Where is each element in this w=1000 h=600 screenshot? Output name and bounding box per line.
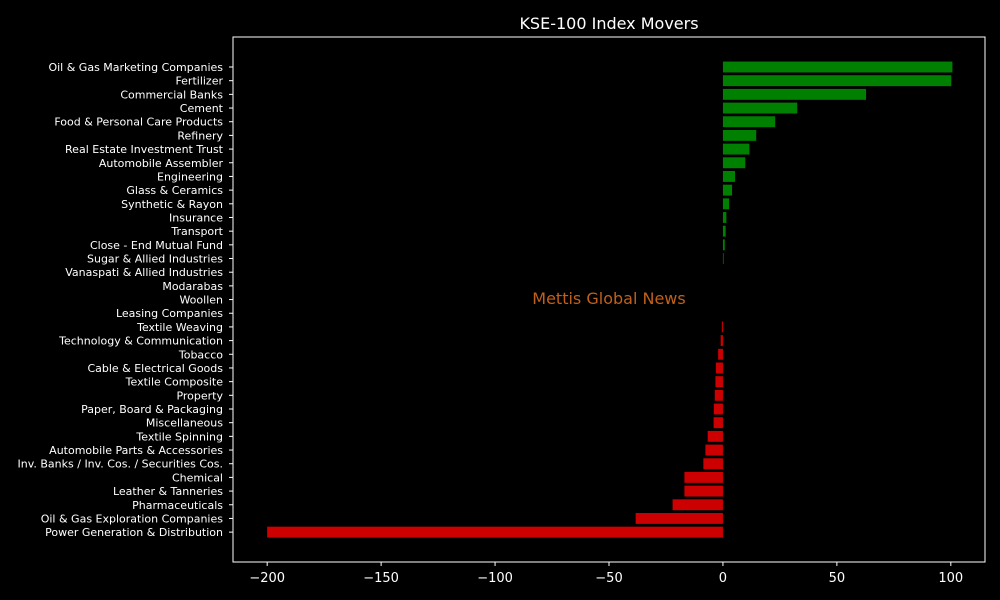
bar-27 [707,430,723,442]
bar-0 [722,61,953,73]
bar-22 [715,362,723,374]
category-label: Inv. Banks / Inv. Cos. / Securities Cos. [18,458,223,471]
bar-34 [267,526,723,538]
bar-4 [722,116,776,128]
category-label: Woollen [179,294,223,307]
category-label: Commercial Banks [120,88,223,101]
bar-24 [714,389,723,401]
bar-10 [722,198,730,210]
bar-31 [684,485,723,497]
category-label: Transport [170,225,223,238]
bar-19 [721,321,723,333]
category-labels: Oil & Gas Marketing CompaniesFertilizerC… [18,61,233,539]
bar-14 [722,253,724,264]
category-label: Close - End Mutual Fund [90,239,223,252]
category-label: Insurance [169,211,223,224]
category-label: Food & Personal Care Products [54,116,223,129]
x-axis-ticks: −200 −150 −100 −50 0 50 100 [249,562,963,586]
category-label: Synthetic & Rayon [121,198,223,211]
bar-2 [722,88,867,100]
x-tick-label: −50 [595,571,622,586]
category-label: Miscellaneous [146,417,223,430]
x-tick-label: −100 [477,571,513,586]
bar-7 [722,157,746,169]
category-label: Fertilizer [175,75,223,88]
category-label: Engineering [157,170,223,183]
category-label: Textile Composite [125,376,224,389]
category-label: Cable & Electrical Goods [87,362,223,375]
category-label: Property [176,389,223,402]
category-label: Leasing Companies [116,307,223,320]
category-label: Automobile Parts & Accessories [49,444,223,457]
category-label: Pharmaceuticals [132,499,223,512]
category-label: Paper, Board & Packaging [81,403,223,416]
x-tick-label: −150 [363,571,399,586]
bar-23 [715,376,723,388]
category-label: Oil & Gas Marketing Companies [48,61,223,74]
bar-32 [672,499,723,511]
category-label: Glass & Ceramics [126,184,223,197]
bar-13 [722,239,725,251]
bar-1 [722,75,952,87]
bar-20 [720,335,723,347]
x-tick-label: −200 [249,571,285,586]
bar-30 [684,471,723,483]
bar-33 [635,512,723,524]
category-label: Technology & Communication [58,335,223,348]
bar-9 [722,184,733,196]
bar-28 [705,444,723,456]
category-label: Automobile Assembler [99,157,224,170]
watermark: Mettis Global News [532,289,685,308]
chart-title: KSE-100 Index Movers [519,14,698,33]
category-label: Cement [180,102,224,115]
category-label: Tobacco [178,348,223,361]
category-label: Textile Weaving [136,321,223,334]
category-label: Textile Spinning [135,430,223,443]
category-label: Modarabas [162,280,223,293]
x-tick-label: 50 [829,571,846,586]
bar-12 [722,225,726,237]
category-label: Sugar & Allied Industries [87,253,223,266]
x-tick-label: 0 [719,571,727,586]
category-label: Chemical [172,471,223,484]
category-label: Real Estate Investment Trust [65,143,224,156]
bar-21 [718,348,723,360]
bar-11 [722,212,727,223]
category-label: Oil & Gas Exploration Companies [41,512,224,525]
bar-26 [713,417,723,429]
bar-6 [722,143,750,155]
x-tick-label: 100 [938,571,963,586]
bar-3 [722,102,798,114]
category-label: Leather & Tanneries [113,485,223,498]
category-label: Refinery [177,129,223,142]
category-label: Vanaspati & Allied Industries [65,266,223,279]
plot-frame [232,36,986,563]
bar-5 [722,129,757,141]
bar-29 [703,458,723,470]
bar-8 [722,170,736,182]
category-label: Power Generation & Distribution [45,526,223,539]
bar-25 [713,403,723,415]
bars-group [267,61,953,538]
